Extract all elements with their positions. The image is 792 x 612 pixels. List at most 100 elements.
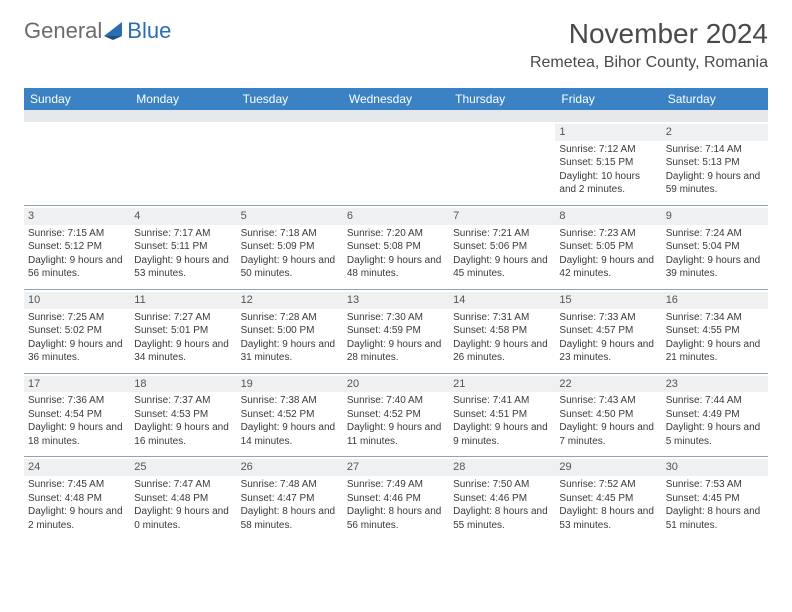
daylight-text: Daylight: 9 hours and 39 minutes. bbox=[666, 254, 764, 281]
daylight-text: Daylight: 9 hours and 16 minutes. bbox=[134, 421, 232, 448]
sunset-text: Sunset: 4:46 PM bbox=[347, 492, 445, 506]
sunrise-text: Sunrise: 7:28 AM bbox=[241, 311, 339, 325]
day-cell: 2Sunrise: 7:14 AMSunset: 5:13 PMDaylight… bbox=[662, 122, 768, 205]
daylight-text: Daylight: 10 hours and 2 minutes. bbox=[559, 170, 657, 197]
day-cell: 1Sunrise: 7:12 AMSunset: 5:15 PMDaylight… bbox=[555, 122, 661, 205]
sunset-text: Sunset: 4:49 PM bbox=[666, 408, 764, 422]
sunset-text: Sunset: 5:09 PM bbox=[241, 240, 339, 254]
sunset-text: Sunset: 4:45 PM bbox=[559, 492, 657, 506]
day-number: 11 bbox=[130, 292, 236, 309]
sunset-text: Sunset: 4:52 PM bbox=[347, 408, 445, 422]
sunset-text: Sunset: 5:12 PM bbox=[28, 240, 126, 254]
sunset-text: Sunset: 5:15 PM bbox=[559, 156, 657, 170]
weekday-header: Tuesday bbox=[237, 88, 343, 110]
sunrise-text: Sunrise: 7:47 AM bbox=[134, 478, 232, 492]
day-number: 8 bbox=[555, 208, 661, 225]
daylight-text: Daylight: 9 hours and 9 minutes. bbox=[453, 421, 551, 448]
day-cell: 30Sunrise: 7:53 AMSunset: 4:45 PMDayligh… bbox=[662, 457, 768, 540]
day-cell: 16Sunrise: 7:34 AMSunset: 4:55 PMDayligh… bbox=[662, 290, 768, 373]
sunrise-text: Sunrise: 7:38 AM bbox=[241, 394, 339, 408]
day-number: 20 bbox=[343, 376, 449, 393]
day-number: 13 bbox=[343, 292, 449, 309]
day-number: 14 bbox=[449, 292, 555, 309]
day-cell: . bbox=[237, 122, 343, 205]
daylight-text: Daylight: 9 hours and 59 minutes. bbox=[666, 170, 764, 197]
sunrise-text: Sunrise: 7:27 AM bbox=[134, 311, 232, 325]
sunrise-text: Sunrise: 7:15 AM bbox=[28, 227, 126, 241]
sunrise-text: Sunrise: 7:40 AM bbox=[347, 394, 445, 408]
daylight-text: Daylight: 9 hours and 5 minutes. bbox=[666, 421, 764, 448]
day-cell: 24Sunrise: 7:45 AMSunset: 4:48 PMDayligh… bbox=[24, 457, 130, 540]
calendar-body: SundayMondayTuesdayWednesdayThursdayFrid… bbox=[24, 88, 768, 540]
daylight-text: Daylight: 9 hours and 11 minutes. bbox=[347, 421, 445, 448]
sunrise-text: Sunrise: 7:50 AM bbox=[453, 478, 551, 492]
sunrise-text: Sunrise: 7:48 AM bbox=[241, 478, 339, 492]
week-row: 10Sunrise: 7:25 AMSunset: 5:02 PMDayligh… bbox=[24, 290, 768, 373]
daylight-text: Daylight: 9 hours and 48 minutes. bbox=[347, 254, 445, 281]
day-cell: 12Sunrise: 7:28 AMSunset: 5:00 PMDayligh… bbox=[237, 290, 343, 373]
daylight-text: Daylight: 9 hours and 26 minutes. bbox=[453, 338, 551, 365]
daylight-text: Daylight: 9 hours and 42 minutes. bbox=[559, 254, 657, 281]
day-number: 4 bbox=[130, 208, 236, 225]
day-number: 25 bbox=[130, 459, 236, 476]
day-number: 3 bbox=[24, 208, 130, 225]
day-number: 18 bbox=[130, 376, 236, 393]
day-cell: 10Sunrise: 7:25 AMSunset: 5:02 PMDayligh… bbox=[24, 290, 130, 373]
sunset-text: Sunset: 4:59 PM bbox=[347, 324, 445, 338]
sunrise-text: Sunrise: 7:23 AM bbox=[559, 227, 657, 241]
daylight-text: Daylight: 9 hours and 23 minutes. bbox=[559, 338, 657, 365]
sunrise-text: Sunrise: 7:34 AM bbox=[666, 311, 764, 325]
sunset-text: Sunset: 5:01 PM bbox=[134, 324, 232, 338]
daylight-text: Daylight: 9 hours and 0 minutes. bbox=[134, 505, 232, 532]
sunset-text: Sunset: 4:55 PM bbox=[666, 324, 764, 338]
month-title: November 2024 bbox=[530, 18, 768, 50]
sunset-text: Sunset: 5:05 PM bbox=[559, 240, 657, 254]
daylight-text: Daylight: 8 hours and 56 minutes. bbox=[347, 505, 445, 532]
sunrise-text: Sunrise: 7:17 AM bbox=[134, 227, 232, 241]
day-cell: 29Sunrise: 7:52 AMSunset: 4:45 PMDayligh… bbox=[555, 457, 661, 540]
daylight-text: Daylight: 9 hours and 31 minutes. bbox=[241, 338, 339, 365]
day-cell: 14 Sunrise: 7:31 AMSunset: 4:58 PMDayligh… bbox=[449, 290, 555, 373]
sunrise-text: Sunrise: 7:44 AM bbox=[666, 394, 764, 408]
sunset-text: Sunset: 5:02 PM bbox=[28, 324, 126, 338]
day-cell: 8 Sunrise: 7:23 AMSunset: 5:05 PMDaylight… bbox=[555, 206, 661, 289]
sunset-text: Sunset: 4:45 PM bbox=[666, 492, 764, 506]
weekday-header: Saturday bbox=[662, 88, 768, 110]
day-number: 30 bbox=[662, 459, 768, 476]
sunrise-text: Sunrise: 7:45 AM bbox=[28, 478, 126, 492]
sunrise-text: Sunrise: 7:24 AM bbox=[666, 227, 764, 241]
day-cell: 25Sunrise: 7:47 AMSunset: 4:48 PMDayligh… bbox=[130, 457, 236, 540]
sunset-text: Sunset: 4:50 PM bbox=[559, 408, 657, 422]
sunset-text: Sunset: 4:53 PM bbox=[134, 408, 232, 422]
daylight-text: Daylight: 9 hours and 18 minutes. bbox=[28, 421, 126, 448]
sunset-text: Sunset: 5:13 PM bbox=[666, 156, 764, 170]
day-number: 29 bbox=[555, 459, 661, 476]
day-number: 6 bbox=[343, 208, 449, 225]
sunrise-text: Sunrise: 7:12 AM bbox=[559, 143, 657, 157]
day-cell: 9Sunrise: 7:24 AMSunset: 5:04 PMDaylight… bbox=[662, 206, 768, 289]
sunrise-text: Sunrise: 7:33 AM bbox=[559, 311, 657, 325]
day-cell: 11Sunrise: 7:27 AMSunset: 5:01 PMDayligh… bbox=[130, 290, 236, 373]
week-row: 24Sunrise: 7:45 AMSunset: 4:48 PMDayligh… bbox=[24, 457, 768, 540]
day-cell: 7Sunrise: 7:21 AMSunset: 5:06 PMDaylight… bbox=[449, 206, 555, 289]
day-cell: 15Sunrise: 7:33 AMSunset: 4:57 PMDayligh… bbox=[555, 290, 661, 373]
logo-triangle-icon bbox=[104, 22, 126, 40]
day-cell: 23Sunrise: 7:44 AMSunset: 4:49 PMDayligh… bbox=[662, 374, 768, 457]
sunset-text: Sunset: 4:57 PM bbox=[559, 324, 657, 338]
daylight-text: Daylight: 9 hours and 2 minutes. bbox=[28, 505, 126, 532]
sunrise-text: Sunrise: 7:37 AM bbox=[134, 394, 232, 408]
sunrise-text: Sunrise: 7:25 AM bbox=[28, 311, 126, 325]
brand-logo: General Blue bbox=[24, 18, 171, 44]
day-number: 26 bbox=[237, 459, 343, 476]
day-cell: 22Sunrise: 7:43 AMSunset: 4:50 PMDayligh… bbox=[555, 374, 661, 457]
sunset-text: Sunset: 4:58 PM bbox=[453, 324, 551, 338]
week-row: .....1Sunrise: 7:12 AMSunset: 5:15 PMDay… bbox=[24, 122, 768, 205]
day-cell: . bbox=[130, 122, 236, 205]
sunrise-text: Sunrise: 7:30 AM bbox=[347, 311, 445, 325]
day-number: 17 bbox=[24, 376, 130, 393]
weekday-header: Sunday bbox=[24, 88, 130, 110]
daylight-text: Daylight: 8 hours and 58 minutes. bbox=[241, 505, 339, 532]
daylight-text: Daylight: 9 hours and 50 minutes. bbox=[241, 254, 339, 281]
sunrise-text: Sunrise: 7:31 AM bbox=[453, 311, 551, 325]
sunset-text: Sunset: 5:06 PM bbox=[453, 240, 551, 254]
